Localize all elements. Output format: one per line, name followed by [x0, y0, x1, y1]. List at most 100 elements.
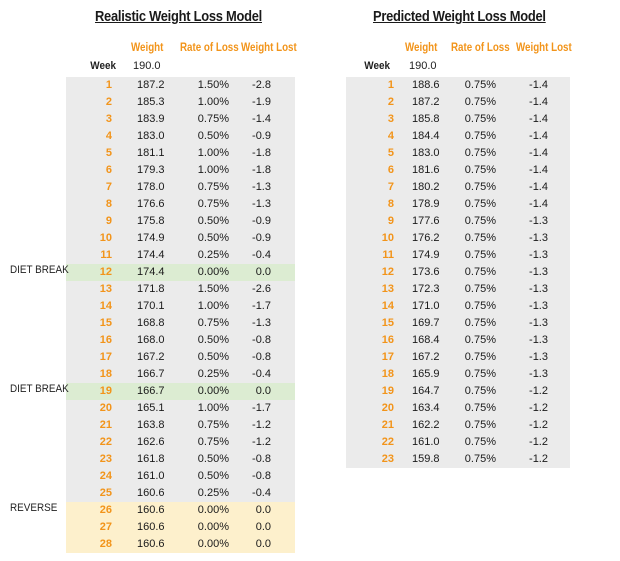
rate-value: 0.75%	[464, 96, 496, 108]
lost-cell-bg	[238, 298, 295, 315]
lost-cell-bg	[238, 162, 295, 179]
table-row: 4 184.4 0.75% -1.4	[346, 128, 570, 145]
table-row: 9 175.8 0.50% -0.9	[66, 213, 295, 230]
weight-value: 175.8	[137, 215, 165, 227]
weight-value: 166.7	[137, 368, 165, 380]
weight-value: 159.8	[412, 453, 440, 465]
lost-cell-bg	[238, 485, 295, 502]
rate-value: 0.25%	[197, 368, 229, 380]
rate-value: 0.75%	[464, 232, 496, 244]
rate-value: 0.00%	[197, 521, 229, 533]
weight-header: Weight	[131, 42, 164, 54]
week-number: 10	[381, 232, 394, 244]
lost-value: -1.4	[529, 79, 548, 91]
table-row: 20 165.1 1.00% -1.7	[66, 400, 295, 417]
lost-value: 0.0	[255, 538, 271, 550]
table-row: 22 162.6 0.75% -1.2	[66, 434, 295, 451]
table-row: 21 162.2 0.75% -1.2	[346, 417, 570, 434]
lost-value: -1.8	[252, 164, 271, 176]
lost-cell-bg	[514, 94, 570, 111]
lost-cell-bg	[238, 77, 295, 94]
week-number: 23	[381, 453, 394, 465]
lost-value: -0.4	[252, 249, 271, 261]
rate-header: Rate of Loss	[451, 42, 510, 54]
lost-cell-bg	[514, 179, 570, 196]
rate-value: 0.50%	[197, 232, 229, 244]
week-number: 7	[387, 181, 394, 193]
lost-value: -1.2	[529, 419, 548, 431]
rate-value: 0.75%	[464, 198, 496, 210]
table-row: 4 183.0 0.50% -0.9	[66, 128, 295, 145]
weight-value: 174.9	[412, 249, 440, 261]
weight-value: 160.6	[137, 521, 165, 533]
week-number: 26	[99, 504, 112, 516]
lost-value: -0.9	[252, 215, 271, 227]
lost-cell-bg	[514, 230, 570, 247]
week-header: Week	[90, 60, 116, 72]
week-number: 12	[99, 266, 112, 278]
table-row: 8 178.9 0.75% -1.4	[346, 196, 570, 213]
lost-value: -1.3	[529, 334, 548, 346]
rate-value: 0.75%	[464, 300, 496, 312]
table-row: 3 185.8 0.75% -1.4	[346, 111, 570, 128]
lost-cell-bg	[238, 145, 295, 162]
table-row: 1 187.2 1.50% -2.8	[66, 77, 295, 94]
rate-value: 0.50%	[197, 453, 229, 465]
weight-value: 170.1	[137, 300, 165, 312]
lost-cell-bg	[238, 434, 295, 451]
week-number: 17	[381, 351, 394, 363]
lost-value: -1.4	[529, 130, 548, 142]
week-number: 4	[387, 130, 394, 142]
rate-value: 0.50%	[197, 334, 229, 346]
week-number: 25	[99, 487, 112, 499]
rate-value: 0.75%	[464, 419, 496, 431]
rate-value: 0.50%	[197, 215, 229, 227]
weight-value: 177.6	[412, 215, 440, 227]
lost-cell-bg	[238, 468, 295, 485]
table-row: 10 176.2 0.75% -1.3	[346, 230, 570, 247]
rate-value: 0.00%	[197, 266, 229, 278]
week-number: 3	[105, 113, 112, 125]
lost-value: -1.9	[252, 96, 271, 108]
week-number: 5	[105, 147, 112, 159]
table-row: 12 173.6 0.75% -1.3	[346, 264, 570, 281]
weight-value: 168.4	[412, 334, 440, 346]
table-row: 16 168.4 0.75% -1.3	[346, 332, 570, 349]
weight-value: 174.4	[137, 249, 165, 261]
weight-value: 160.6	[137, 538, 165, 550]
week-number: 4	[105, 130, 112, 142]
table-row: 12 174.4 0.00% 0.0	[66, 264, 295, 281]
rate-value: 0.75%	[464, 164, 496, 176]
lost-cell-bg	[238, 315, 295, 332]
weight-value: 185.3	[137, 96, 165, 108]
rate-value: 0.75%	[464, 402, 496, 414]
table-row: 26 160.6 0.00% 0.0	[66, 502, 295, 519]
table-row: 14 170.1 1.00% -1.7	[66, 298, 295, 315]
weight-value: 168.0	[137, 334, 165, 346]
rate-value: 0.25%	[197, 487, 229, 499]
weight-value: 187.2	[137, 79, 165, 91]
weight-value: 185.8	[412, 113, 440, 125]
lost-cell-bg	[238, 451, 295, 468]
week-number: 10	[99, 232, 112, 244]
weight-value: 167.2	[412, 351, 440, 363]
lost-cell-bg	[238, 400, 295, 417]
rate-value: 0.75%	[464, 249, 496, 261]
lost-value: -1.3	[252, 317, 271, 329]
lost-value: -1.4	[529, 198, 548, 210]
lost-value: -1.2	[529, 402, 548, 414]
rate-value: 0.75%	[464, 283, 496, 295]
lost-value: -1.3	[529, 266, 548, 278]
rate-value: 0.75%	[197, 113, 229, 125]
table-row: 3 183.9 0.75% -1.4	[66, 111, 295, 128]
lost-value: -1.4	[529, 113, 548, 125]
weight-value: 161.0	[412, 436, 440, 448]
lost-cell-bg	[514, 400, 570, 417]
lost-value: -0.8	[252, 470, 271, 482]
week-number: 1	[105, 79, 112, 91]
row-label: DIET BREAK	[10, 383, 69, 395]
lost-value: -1.2	[252, 436, 271, 448]
lost-cell-bg	[514, 111, 570, 128]
week-number: 20	[99, 402, 112, 414]
lost-value: -0.4	[252, 368, 271, 380]
